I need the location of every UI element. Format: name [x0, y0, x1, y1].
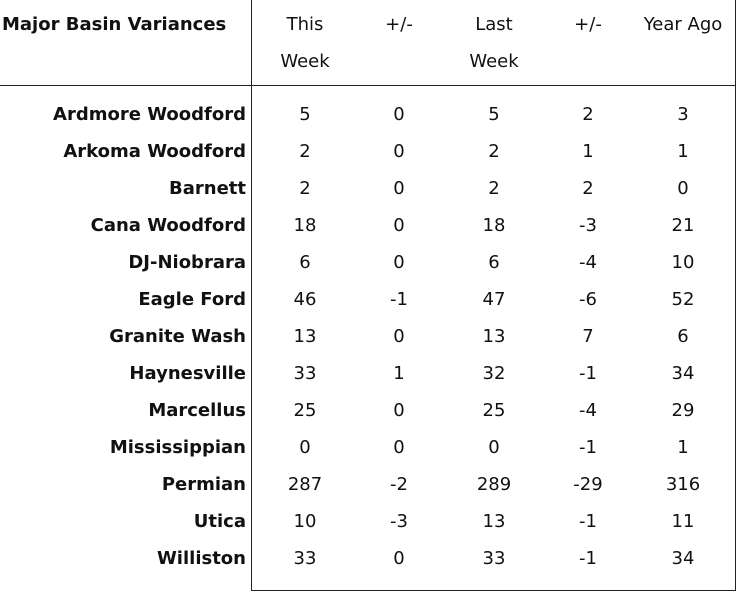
- cell-value: -2: [390, 474, 408, 495]
- cell-value: 287: [287, 474, 323, 495]
- row-label: Arkoma Woodford: [63, 141, 246, 162]
- row-label: Eagle Ford: [138, 289, 246, 310]
- cell-value: 289: [476, 474, 512, 495]
- cell-value: 0: [393, 104, 405, 125]
- cell-value: 33: [293, 363, 317, 384]
- cell-value: 13: [482, 326, 506, 347]
- column-header: +/-: [541, 6, 635, 43]
- cell-value: 0: [393, 178, 405, 199]
- cell-value: -1: [579, 437, 597, 458]
- bottom-rule: [251, 590, 736, 591]
- cell-value: 25: [482, 400, 506, 421]
- cell-value: 47: [482, 289, 506, 310]
- cell-value: 0: [677, 178, 689, 199]
- cell-value: -4: [579, 400, 597, 421]
- cell-value: 1: [582, 141, 594, 162]
- cell-value: 18: [293, 215, 317, 236]
- cell-value: 1: [393, 363, 405, 384]
- cell-value: 0: [393, 141, 405, 162]
- cell-value: 52: [671, 289, 695, 310]
- row-label: Marcellus: [148, 400, 246, 421]
- cell-value: 0: [393, 437, 405, 458]
- column-header: This Week: [258, 6, 352, 80]
- column-header: Year Ago: [636, 6, 730, 43]
- cell-value: 29: [671, 400, 695, 421]
- cell-value: -3: [390, 511, 408, 532]
- row-label: Williston: [156, 548, 246, 569]
- row-label: Mississippian: [109, 437, 246, 458]
- column-header-text: +/-: [385, 14, 413, 35]
- table-title: Major Basin Variances: [2, 14, 227, 35]
- column-header-text: Year Ago: [643, 14, 723, 35]
- cell-value: -29: [573, 474, 603, 495]
- row-label: Ardmore Woodford: [53, 104, 246, 125]
- cell-value: 6: [488, 252, 500, 273]
- row-label: Permian: [161, 474, 246, 495]
- cell-value: -1: [579, 363, 597, 384]
- column-header: Last Week: [447, 6, 541, 80]
- cell-value: -1: [579, 511, 597, 532]
- column-header-text: Last Week: [469, 14, 519, 72]
- cell-value: 33: [482, 548, 506, 569]
- cell-value: 3: [677, 104, 689, 125]
- cell-value: 2: [488, 178, 500, 199]
- cell-value: -1: [579, 548, 597, 569]
- cell-value: 13: [482, 511, 506, 532]
- cell-value: 2: [299, 141, 311, 162]
- row-label: DJ-Niobrara: [128, 252, 246, 273]
- cell-value: 5: [299, 104, 311, 125]
- cell-value: 10: [671, 252, 695, 273]
- cell-value: 18: [482, 215, 506, 236]
- cell-value: 7: [582, 326, 594, 347]
- row-label: Cana Woodford: [90, 215, 246, 236]
- cell-value: 2: [299, 178, 311, 199]
- column-header: +/-: [352, 6, 446, 43]
- cell-value: 10: [293, 511, 317, 532]
- cell-value: -3: [579, 215, 597, 236]
- cell-value: -4: [579, 252, 597, 273]
- cell-value: 6: [299, 252, 311, 273]
- cell-value: 0: [393, 215, 405, 236]
- cell-value: 0: [299, 437, 311, 458]
- cell-value: 1: [677, 437, 689, 458]
- cell-value: 11: [671, 511, 695, 532]
- cell-value: 5: [488, 104, 500, 125]
- cell-value: 0: [393, 252, 405, 273]
- cell-value: 46: [293, 289, 317, 310]
- cell-value: 316: [665, 474, 701, 495]
- column-header-text: This Week: [280, 14, 330, 72]
- cell-value: 0: [393, 400, 405, 421]
- cell-value: 0: [393, 548, 405, 569]
- cell-value: 25: [293, 400, 317, 421]
- row-label: Haynesville: [129, 363, 246, 384]
- cell-value: -6: [579, 289, 597, 310]
- row-label: Granite Wash: [109, 326, 246, 347]
- cell-value: 34: [671, 548, 695, 569]
- column-header-text: +/-: [574, 14, 602, 35]
- cell-value: -1: [390, 289, 408, 310]
- cell-value: 2: [582, 178, 594, 199]
- right-border: [735, 0, 736, 591]
- cell-value: 33: [293, 548, 317, 569]
- cell-value: 2: [488, 141, 500, 162]
- cell-value: 2: [582, 104, 594, 125]
- cell-value: 34: [671, 363, 695, 384]
- row-label: Utica: [193, 511, 246, 532]
- row-label: Barnett: [169, 178, 246, 199]
- header-rule: [0, 85, 736, 86]
- cell-value: 21: [671, 215, 695, 236]
- cell-value: 0: [488, 437, 500, 458]
- column-divider: [251, 0, 252, 591]
- cell-value: 1: [677, 141, 689, 162]
- cell-value: 32: [482, 363, 506, 384]
- cell-value: 13: [293, 326, 317, 347]
- cell-value: 6: [677, 326, 689, 347]
- cell-value: 0: [393, 326, 405, 347]
